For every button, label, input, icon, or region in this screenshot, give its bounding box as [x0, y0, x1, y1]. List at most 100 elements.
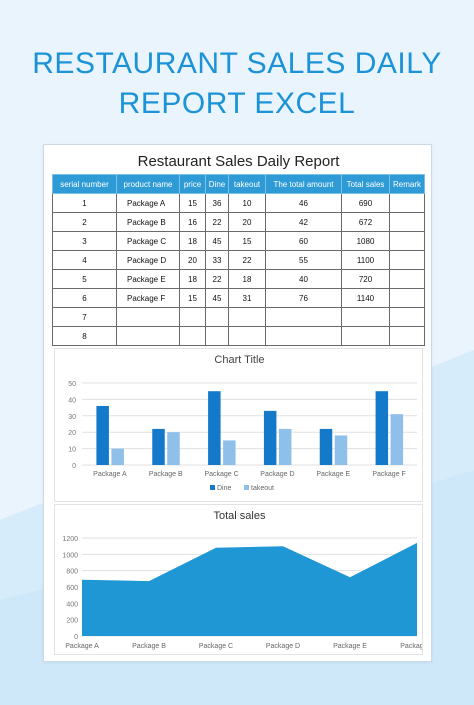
table-cell[interactable] [341, 326, 390, 346]
table-cell[interactable] [389, 212, 425, 232]
table-cell[interactable]: 4 [52, 250, 117, 270]
table-cell[interactable]: 18 [228, 269, 266, 289]
area-chart-panel[interactable]: Total sales 0 200 400 600 800 1000 1200 Package… [54, 504, 434, 655]
y-tick-label: 1200 [62, 536, 78, 543]
table-cell[interactable]: 45 [205, 288, 229, 308]
table-cell[interactable]: 22 [228, 250, 266, 270]
table-cell[interactable]: 42 [265, 212, 342, 232]
header-total-amount[interactable]: The total amount [265, 174, 342, 194]
table-cell[interactable]: 76 [265, 288, 342, 308]
banner-line-1: RESTAURANT SALES DAILY [32, 47, 442, 80]
table-cell[interactable]: 1 [52, 193, 117, 213]
table-cell[interactable]: Package E [116, 269, 180, 289]
bar-takeout-5 [334, 435, 348, 465]
table-cell[interactable] [389, 288, 425, 308]
header-serial-number[interactable]: serial number [52, 174, 117, 194]
area-chart-title: Total sales [213, 510, 266, 522]
table-cell[interactable]: 15 [228, 231, 266, 251]
y-tick-label: 40 [68, 397, 76, 404]
report-table: serial number product name price Dine ta… [52, 174, 425, 346]
table-cell[interactable] [265, 326, 342, 346]
table-cell[interactable]: 22 [205, 212, 229, 232]
x-tick-label: Package E [333, 643, 367, 650]
table-cell[interactable]: 10 [228, 193, 266, 213]
y-tick-label: 1000 [62, 552, 78, 559]
bar-takeout-2 [167, 432, 180, 465]
table-cell[interactable]: 7 [52, 307, 117, 327]
table-cell[interactable] [389, 193, 425, 213]
table-cell[interactable] [116, 307, 180, 327]
table-cell[interactable] [228, 307, 266, 327]
table-cell[interactable] [179, 326, 206, 346]
table-cell[interactable]: 2 [52, 212, 117, 232]
table-cell[interactable]: 15 [179, 288, 206, 308]
x-tick-label: Package C [199, 643, 233, 650]
table-cell[interactable]: 36 [205, 193, 229, 213]
table-cell[interactable] [116, 326, 180, 346]
table-cell[interactable]: 45 [205, 231, 229, 251]
header-remark[interactable]: Remark [389, 174, 425, 194]
y-tick-label: 200 [66, 618, 78, 625]
table-cell[interactable]: 1140 [341, 288, 390, 308]
table-cell[interactable]: 33 [205, 250, 229, 270]
table-cell[interactable]: Package B [116, 212, 180, 232]
table-cell[interactable] [341, 307, 390, 327]
table-cell[interactable]: 8 [52, 326, 117, 346]
header-dine[interactable]: Dine [205, 174, 229, 194]
table-cell[interactable]: Package C [116, 231, 180, 251]
table-cell[interactable] [389, 307, 425, 327]
table-cell[interactable] [179, 307, 206, 327]
table-cell[interactable]: 18 [179, 231, 206, 251]
header-price[interactable]: price [179, 174, 206, 194]
table-cell[interactable] [389, 231, 425, 251]
table-cell[interactable] [205, 307, 229, 327]
header-product-name[interactable]: product name [116, 174, 180, 194]
table-cell[interactable] [389, 269, 425, 289]
table-cell[interactable]: 55 [265, 250, 342, 270]
table-cell[interactable]: 690 [341, 193, 390, 213]
bar-dine-3 [208, 391, 221, 465]
table-cell[interactable]: 672 [341, 212, 390, 232]
table-cell[interactable] [205, 326, 229, 346]
x-tick-label: Package E [316, 471, 350, 478]
y-tick-label: 50 [68, 381, 76, 388]
table-cell[interactable]: 5 [52, 269, 117, 289]
table-cell[interactable] [228, 326, 266, 346]
area-chart: 0 200 400 600 800 1000 1200 Package A Package B P… [62, 536, 433, 650]
table-cell[interactable]: 22 [205, 269, 229, 289]
y-tick-label: 0 [74, 634, 78, 641]
header-takeout[interactable]: takeout [228, 174, 266, 194]
table-cell[interactable]: 3 [52, 231, 117, 251]
header-total-sales[interactable]: Total sales [341, 174, 390, 194]
table-cell[interactable] [389, 326, 425, 346]
table-cell[interactable]: 16 [179, 212, 206, 232]
bar-dine-2 [152, 428, 165, 465]
table-cell[interactable]: 20 [179, 250, 206, 270]
bar-takeout-6 [390, 414, 404, 465]
table-cell[interactable]: 15 [179, 193, 206, 213]
banner-title: RESTAURANT SALES DAILY REPORT EXCEL [0, 44, 474, 124]
table-cell[interactable]: 720 [341, 269, 390, 289]
table-cell[interactable]: Package D [116, 250, 180, 270]
table-cell[interactable]: Package F [116, 288, 180, 308]
bar-dine-4 [263, 410, 277, 465]
report-sheet: Restaurant Sales Daily Report serial num… [43, 144, 434, 662]
table-row: 4 Package D 20 33 22 55 1100 [52, 250, 425, 270]
x-tick-label: Package F [400, 643, 422, 650]
table-cell[interactable]: Package A [116, 193, 180, 213]
table-cell[interactable]: 6 [52, 288, 117, 308]
bar-chart-panel[interactable]: Chart Title 0 10 20 30 40 50 Package A Package … [54, 348, 423, 502]
table-cell[interactable]: 20 [228, 212, 266, 232]
table-cell[interactable]: 1100 [341, 250, 390, 270]
bar-takeout-1 [111, 448, 124, 465]
table-cell[interactable] [389, 250, 425, 270]
table-cell[interactable]: 46 [265, 193, 342, 213]
table-cell[interactable]: 60 [265, 231, 342, 251]
table-cell[interactable]: 40 [265, 269, 342, 289]
table-cell[interactable] [265, 307, 342, 327]
table-cell[interactable]: 1080 [341, 231, 390, 251]
area-series-total-sales [82, 542, 417, 636]
bar-takeout-3 [223, 440, 236, 465]
table-cell[interactable]: 31 [228, 288, 266, 308]
table-cell[interactable]: 18 [179, 269, 206, 289]
